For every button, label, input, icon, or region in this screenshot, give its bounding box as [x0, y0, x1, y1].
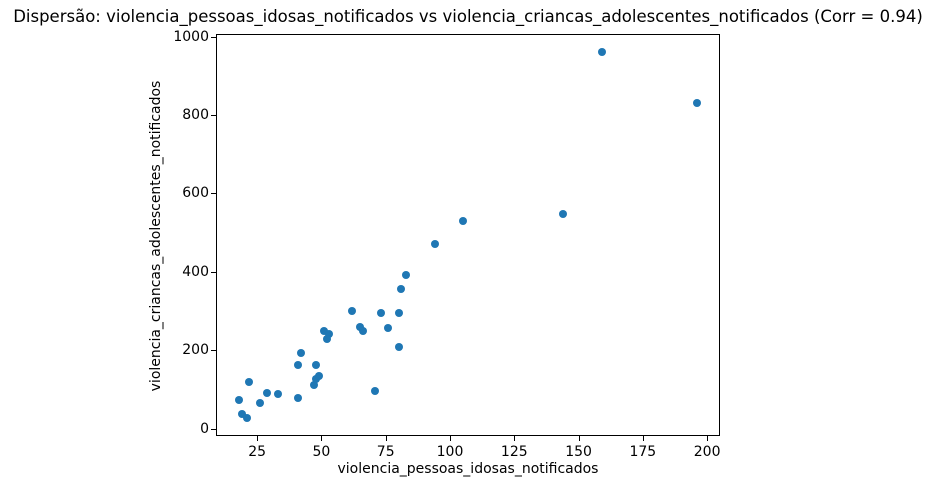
data-point: [273, 390, 282, 399]
data-point: [394, 308, 403, 317]
data-point: [294, 361, 303, 370]
data-point: [430, 240, 439, 249]
y-tick-mark: [211, 193, 216, 195]
x-tick-mark: [385, 436, 387, 441]
data-point: [314, 371, 323, 380]
data-point: [255, 398, 264, 407]
x-tick-mark: [321, 436, 323, 441]
x-tick-mark: [257, 436, 259, 441]
data-point: [402, 270, 411, 279]
data-point: [397, 284, 406, 293]
x-tick-label: 175: [629, 444, 657, 460]
data-point: [692, 98, 701, 107]
x-tick-mark: [514, 436, 516, 441]
x-tick-label: 125: [500, 444, 528, 460]
data-point: [348, 307, 357, 316]
x-tick-label: 200: [693, 444, 721, 460]
x-tick-label: 25: [248, 444, 267, 460]
data-point: [458, 216, 467, 225]
data-point: [358, 327, 367, 336]
y-tick-label: 200: [182, 342, 209, 359]
y-tick-label: 0: [200, 420, 209, 437]
data-point: [376, 308, 385, 317]
data-point: [294, 393, 303, 402]
y-tick-mark: [211, 350, 216, 352]
plot-area: [216, 34, 720, 436]
y-tick-mark: [211, 36, 216, 38]
x-tick-label: 100: [436, 444, 464, 460]
data-point: [312, 361, 321, 370]
x-axis-label: violencia_pessoas_idosas_notificados: [337, 461, 599, 477]
data-point: [384, 323, 393, 332]
data-point: [245, 377, 254, 386]
y-tick-mark: [211, 115, 216, 117]
x-tick-label: 50: [312, 444, 331, 460]
data-point: [559, 210, 568, 219]
chart-title: Dispersão: violencia_pessoas_idosas_noti…: [13, 7, 923, 26]
data-point: [309, 380, 318, 389]
x-tick-mark: [642, 436, 644, 441]
x-tick-label: 150: [565, 444, 592, 460]
x-tick-label: 75: [376, 444, 395, 460]
y-tick-label: 400: [182, 263, 209, 280]
data-point: [394, 343, 403, 352]
data-point: [242, 413, 251, 422]
data-point: [322, 335, 331, 344]
data-point: [325, 330, 334, 339]
x-tick-mark: [450, 436, 451, 441]
data-point: [597, 48, 606, 57]
y-tick-label: 600: [182, 185, 209, 202]
x-tick-mark: [578, 436, 580, 441]
data-point: [296, 348, 305, 357]
y-tick-mark: [211, 428, 216, 430]
data-point: [235, 395, 244, 404]
data-point: [237, 410, 246, 419]
y-tick-label: 800: [182, 107, 209, 124]
data-point: [263, 388, 272, 397]
y-tick-mark: [211, 271, 216, 273]
data-point: [320, 326, 328, 335]
data-point: [371, 387, 380, 396]
y-tick-label: 1000: [173, 28, 209, 45]
x-tick-mark: [707, 436, 709, 441]
